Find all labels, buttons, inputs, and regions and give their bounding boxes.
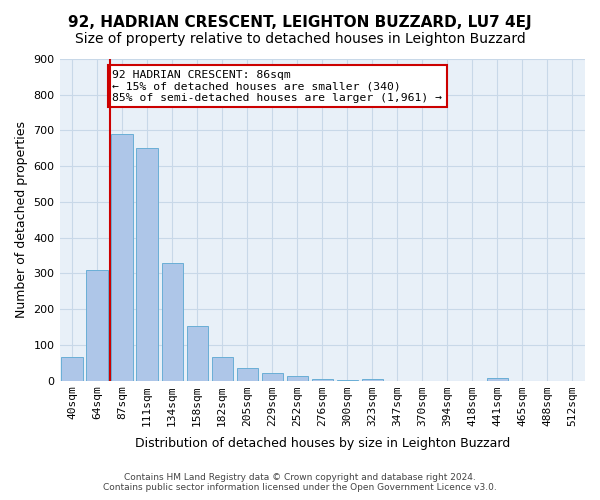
- Bar: [236, 368, 258, 380]
- Bar: [112, 134, 133, 380]
- Y-axis label: Number of detached properties: Number of detached properties: [15, 122, 28, 318]
- Text: Contains HM Land Registry data © Crown copyright and database right 2024.
Contai: Contains HM Land Registry data © Crown c…: [103, 473, 497, 492]
- Bar: [86, 270, 108, 380]
- Bar: [362, 378, 383, 380]
- Bar: [212, 358, 233, 380]
- Text: 92 HADRIAN CRESCENT: 86sqm
← 15% of detached houses are smaller (340)
85% of sem: 92 HADRIAN CRESCENT: 86sqm ← 15% of deta…: [112, 70, 442, 103]
- Bar: [61, 358, 83, 380]
- X-axis label: Distribution of detached houses by size in Leighton Buzzard: Distribution of detached houses by size …: [134, 437, 510, 450]
- Bar: [136, 148, 158, 380]
- Bar: [161, 262, 183, 380]
- Bar: [187, 326, 208, 380]
- Bar: [262, 374, 283, 380]
- Bar: [311, 378, 333, 380]
- Text: Size of property relative to detached houses in Leighton Buzzard: Size of property relative to detached ho…: [74, 32, 526, 46]
- Text: 92, HADRIAN CRESCENT, LEIGHTON BUZZARD, LU7 4EJ: 92, HADRIAN CRESCENT, LEIGHTON BUZZARD, …: [68, 15, 532, 30]
- Bar: [487, 378, 508, 380]
- Bar: [287, 376, 308, 380]
